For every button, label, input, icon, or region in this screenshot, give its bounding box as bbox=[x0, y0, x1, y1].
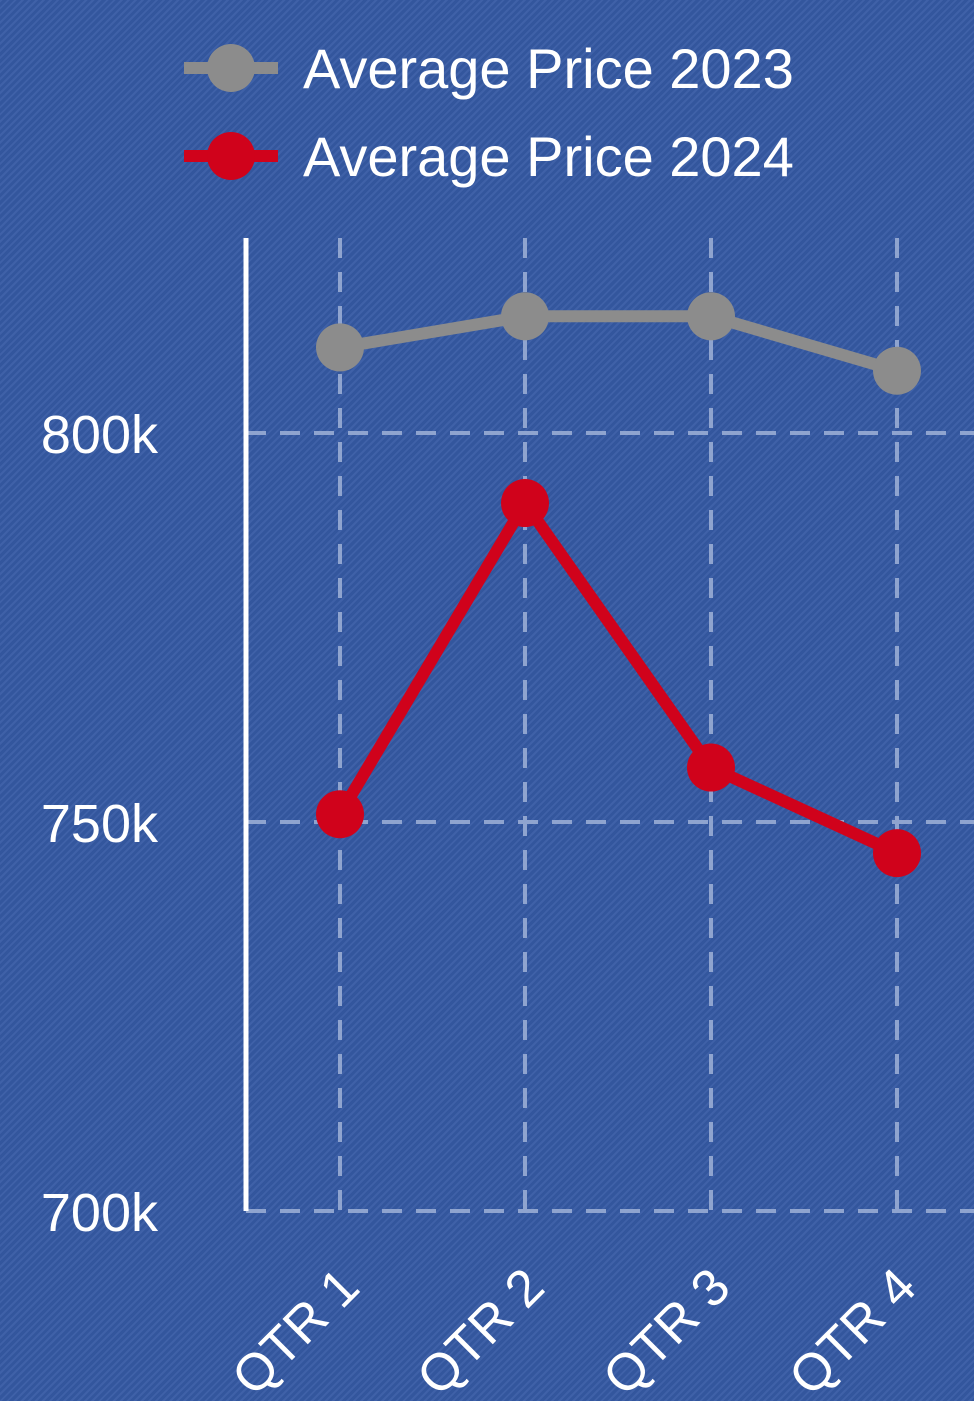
data-point bbox=[316, 323, 364, 372]
series-line bbox=[334, 310, 903, 377]
legend-label: Average Price 2024 bbox=[303, 125, 794, 188]
data-point bbox=[501, 479, 549, 528]
data-point bbox=[316, 790, 364, 839]
x-tick-label: QTR 4 bbox=[778, 1257, 927, 1401]
legend-swatch-marker bbox=[207, 132, 255, 180]
y-tick-label: 800k bbox=[41, 405, 159, 465]
data-point bbox=[501, 292, 549, 341]
data-point bbox=[687, 743, 735, 792]
legend: Average Price 2023 Average Price 2024 bbox=[184, 37, 794, 188]
data-point bbox=[687, 292, 735, 341]
grid-layer bbox=[246, 238, 974, 1213]
x-tick-label: QTR 1 bbox=[221, 1257, 370, 1401]
series-layer bbox=[316, 292, 921, 878]
y-tick-label: 750k bbox=[41, 794, 159, 854]
legend-label: Average Price 2023 bbox=[303, 37, 794, 100]
axis-layer: 700k 750k 800k QTR 1 QTR 2 QTR 3 QTR 4 bbox=[41, 238, 927, 1401]
series-line bbox=[334, 497, 903, 860]
x-tick-label: QTR 3 bbox=[592, 1257, 741, 1401]
x-tick-label: QTR 2 bbox=[406, 1257, 555, 1401]
data-point bbox=[873, 829, 921, 878]
legend-swatch-marker bbox=[207, 44, 255, 92]
data-point bbox=[873, 346, 921, 395]
y-tick-label: 700k bbox=[41, 1183, 159, 1243]
